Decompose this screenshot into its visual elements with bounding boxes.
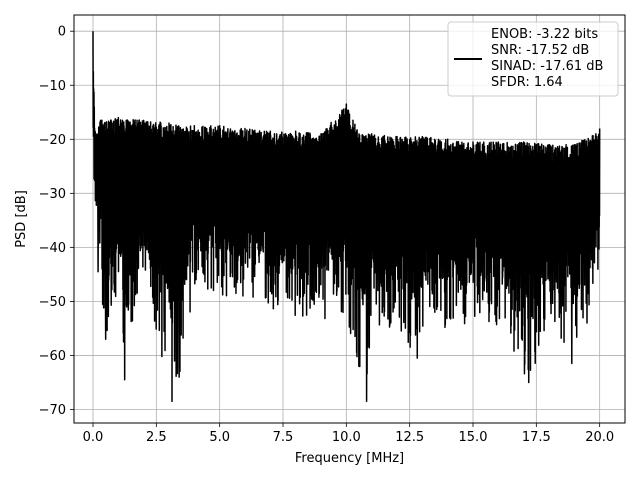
legend-label-line: SNR: -17.52 dB (491, 43, 589, 58)
x-tick-label: 2.5 (146, 430, 167, 445)
x-tick-label: 15.0 (459, 430, 488, 445)
y-tick-label: −10 (39, 79, 66, 94)
x-tick-label: 5.0 (209, 430, 230, 445)
legend-label-line: SFDR: 1.64 (491, 75, 563, 90)
x-axis-label: Frequency [MHz] (295, 451, 404, 466)
legend-label: ENOB: -3.22 bits SNR: -17.52 dB SINAD: -17… (491, 27, 603, 90)
x-tick-label: 7.5 (273, 430, 294, 445)
y-tick-label: −30 (39, 187, 66, 202)
x-tick-label: 20.0 (585, 430, 614, 445)
legend: ENOB: -3.22 bits SNR: -17.52 dB SINAD: -17… (447, 21, 619, 97)
y-tick-label: −50 (39, 295, 66, 310)
x-tick-label: 10.0 (332, 430, 361, 445)
x-tick-label: 17.5 (522, 430, 551, 445)
legend-label-line: SINAD: -17.61 dB (491, 59, 603, 74)
axis-ticks: 0.0 2.5 5.0 7.5 10.0 12.5 15.0 17.5 20.0 0 −10 −20 −… (39, 25, 615, 445)
y-axis-label: PSD [dB] (14, 190, 29, 248)
x-tick-label: 0.0 (83, 430, 104, 445)
y-tick-label: −70 (39, 403, 66, 418)
psd-trace (92, 31, 601, 403)
y-tick-label: −20 (39, 133, 66, 148)
legend-box (447, 21, 619, 97)
x-tick-label: 12.5 (395, 430, 424, 445)
plot-frame (73, 14, 626, 424)
legend-label-line: ENOB: -3.22 bits (491, 27, 598, 42)
psd-series-line (92, 31, 601, 403)
y-tick-label: −40 (39, 241, 66, 256)
y-tick-label: 0 (58, 25, 66, 40)
y-tick-label: −60 (39, 349, 66, 364)
